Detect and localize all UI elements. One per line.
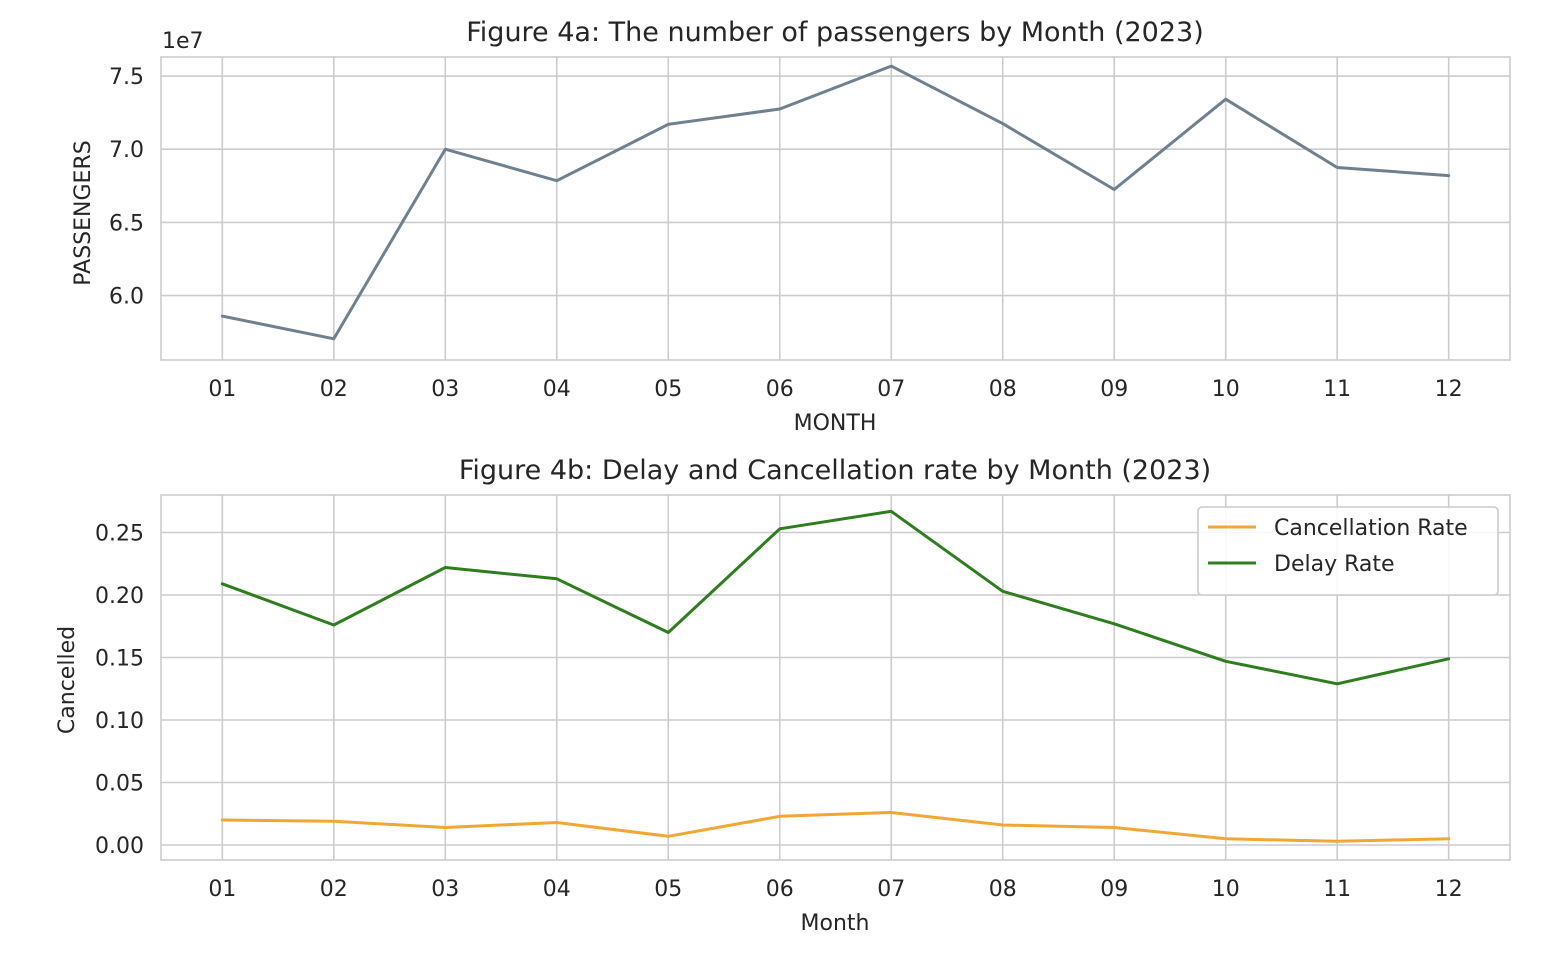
y-axis-label: PASSENGERS xyxy=(71,140,96,285)
x-tick-label: 04 xyxy=(543,377,571,402)
x-tick-label: 05 xyxy=(654,877,682,902)
x-tick-label: 06 xyxy=(766,377,794,402)
plot-frame xyxy=(160,494,1511,861)
passengers-line xyxy=(220,64,1451,341)
legend-entry: Cancellation Rate xyxy=(1274,516,1468,541)
x-axis-label: MONTH xyxy=(794,411,877,436)
x-tick-label: 02 xyxy=(320,877,348,902)
x-tick-label: 10 xyxy=(1212,877,1240,902)
plot-frame xyxy=(160,56,1511,361)
x-tick-label: 08 xyxy=(989,377,1017,402)
x-tick-label: 03 xyxy=(431,877,459,902)
x-tick-label: 01 xyxy=(208,377,236,402)
y-axis-label: Cancelled xyxy=(55,626,80,734)
x-tick-label: 12 xyxy=(1435,877,1463,902)
x-tick-label: 06 xyxy=(766,877,794,902)
x-tick-label: 07 xyxy=(877,877,905,902)
x-tick-label: 03 xyxy=(431,377,459,402)
x-tick-label: 01 xyxy=(208,877,236,902)
x-tick-label: 05 xyxy=(654,377,682,402)
chart-title: Figure 4a: The number of passengers by M… xyxy=(466,17,1204,48)
chart-title: Figure 4b: Delay and Cancellation rate b… xyxy=(459,455,1211,486)
x-tick-label: 02 xyxy=(320,377,348,402)
y-tick-label: 0.00 xyxy=(95,834,144,859)
x-tick-label: 12 xyxy=(1435,377,1463,402)
legend-box xyxy=(1197,506,1499,596)
y-tick-label: 7.5 xyxy=(109,65,144,90)
passengers-chart: Figure 4a: The number of passengers by M… xyxy=(71,17,1511,436)
x-axis-label: Month xyxy=(801,911,870,936)
legend: Cancellation Rate Delay Rate xyxy=(1197,506,1499,596)
x-tick-label: 09 xyxy=(1100,877,1128,902)
cancellation-rate-line xyxy=(220,811,1451,843)
x-tick-label: 09 xyxy=(1100,377,1128,402)
y-tick-label: 0.15 xyxy=(95,647,144,672)
y-tick-label: 0.25 xyxy=(95,522,144,547)
y-offset-label: 1e7 xyxy=(162,29,204,54)
x-tick-label: 11 xyxy=(1323,877,1351,902)
y-tick-label: 0.20 xyxy=(95,584,144,609)
x-tick-label: 10 xyxy=(1212,377,1240,402)
y-tick-label: 0.10 xyxy=(95,709,144,734)
delay-cancellation-chart: Figure 4b: Delay and Cancellation rate b… xyxy=(55,455,1511,936)
y-tick-label: 0.05 xyxy=(95,772,144,797)
x-tick-label: 04 xyxy=(543,877,571,902)
x-tick-label: 11 xyxy=(1323,377,1351,402)
x-tick-label: 08 xyxy=(989,877,1017,902)
y-tick-label: 6.5 xyxy=(109,211,144,236)
delay-rate-line xyxy=(220,509,1451,686)
y-tick-label: 6.0 xyxy=(109,285,144,310)
legend-entry: Delay Rate xyxy=(1274,552,1395,577)
x-tick-label: 07 xyxy=(877,377,905,402)
y-tick-label: 7.0 xyxy=(109,138,144,163)
